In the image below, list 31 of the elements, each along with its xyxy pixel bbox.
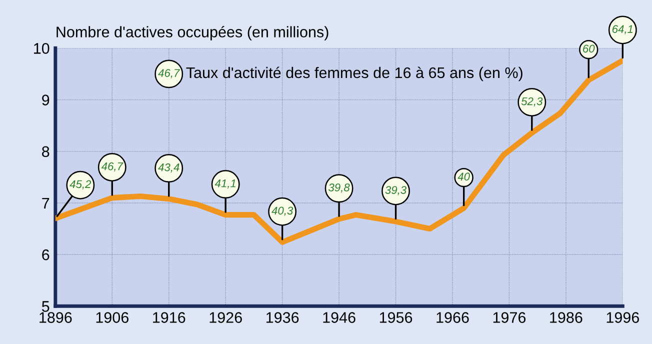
annotation: 52,3 xyxy=(521,97,543,107)
y-tick-label: 6 xyxy=(42,249,50,260)
annotation: 45,2 xyxy=(70,180,92,190)
annotation: 46,7 xyxy=(158,69,180,78)
x-tick-label: 1986 xyxy=(550,312,582,323)
x-tick-label: 1916 xyxy=(153,312,186,323)
y-axis-title: Nombre d'actives occupées (en millions) xyxy=(56,26,328,40)
annotation: 39,8 xyxy=(328,184,350,193)
annotation: 41,1 xyxy=(214,180,236,189)
annotation: 43,4 xyxy=(158,163,180,173)
y-tick-label: 9 xyxy=(42,94,50,106)
annotation: 39,3 xyxy=(385,186,406,196)
x-tick-label: 1976 xyxy=(493,312,526,323)
annotation: 40,3 xyxy=(272,206,294,216)
x-tick-label: 1996 xyxy=(606,312,639,323)
x-tick-label: 1966 xyxy=(436,312,469,323)
x-tick-label: 1946 xyxy=(323,312,356,323)
x-tick-label: 1956 xyxy=(380,312,412,323)
y-tick-label: 10 xyxy=(34,43,50,54)
annotation: 60 xyxy=(583,44,595,53)
x-tick-label: 1926 xyxy=(210,312,242,323)
x-tick-label: 1896 xyxy=(40,312,72,323)
annotation: 40 xyxy=(458,172,470,181)
x-tick-label: 1906 xyxy=(96,312,128,323)
x-tick-label: 1936 xyxy=(266,312,299,323)
annotation: Taux d'activité des femmes de 16 à 65 ans (en %) xyxy=(186,66,522,82)
annotation: 64,1 xyxy=(612,25,633,34)
y-tick-label: 5 xyxy=(42,301,50,312)
y-tick-label: 7 xyxy=(42,198,50,208)
annotation: 46,7 xyxy=(101,162,124,172)
y-tick-label: 8 xyxy=(42,146,50,158)
